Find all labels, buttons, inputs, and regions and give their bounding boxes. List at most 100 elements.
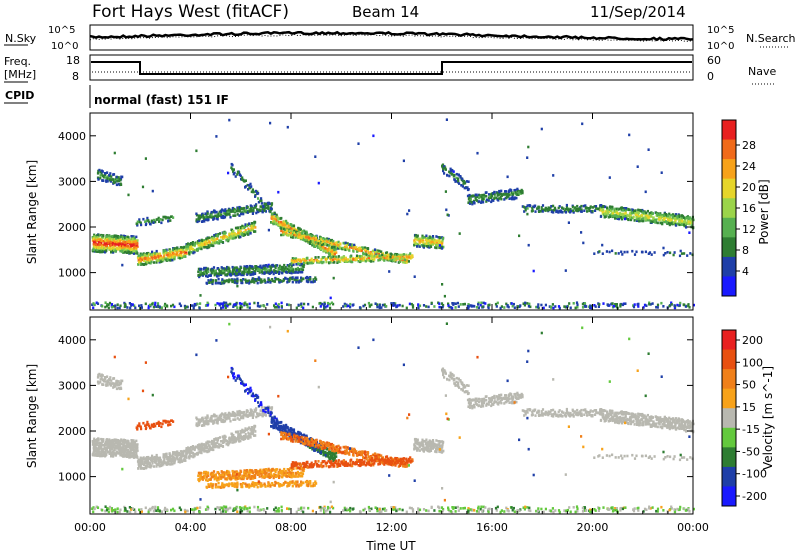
power-cell xyxy=(438,244,441,247)
power-cell xyxy=(611,249,614,253)
power-cell xyxy=(342,255,346,259)
power-cell xyxy=(264,210,267,213)
power-cell xyxy=(106,171,109,174)
power-cell xyxy=(231,228,234,232)
power-cell xyxy=(570,209,573,213)
power-cell xyxy=(295,228,298,232)
power-cell xyxy=(238,173,241,176)
power-cell xyxy=(274,269,277,273)
power-cell xyxy=(565,305,569,308)
power-cell xyxy=(327,255,330,259)
power-cell xyxy=(240,273,243,277)
power-cell xyxy=(276,215,279,219)
velocity-cell xyxy=(92,446,95,450)
power-cell xyxy=(360,255,363,258)
power-cell xyxy=(225,235,228,239)
power-cell xyxy=(207,279,210,282)
power-cell xyxy=(298,262,301,266)
power-cell xyxy=(331,245,334,248)
power-cell xyxy=(229,215,232,219)
power-cell xyxy=(94,235,98,238)
power-cell xyxy=(274,221,277,224)
power-cell xyxy=(470,200,473,204)
power-cell xyxy=(465,180,468,183)
power-cell xyxy=(684,224,687,228)
power-cell xyxy=(262,271,265,274)
power-cell xyxy=(280,265,283,269)
power-cell xyxy=(137,259,140,262)
power-cell xyxy=(666,218,670,222)
velocity-cell xyxy=(141,467,144,470)
power-cell xyxy=(635,219,639,222)
power-cell xyxy=(322,304,326,308)
power-cell xyxy=(594,209,597,212)
velocity-cell xyxy=(104,442,107,446)
power-cell xyxy=(305,235,308,239)
power-cell xyxy=(692,303,695,307)
power-cell xyxy=(305,259,308,262)
power-cell xyxy=(609,215,612,218)
power-cell xyxy=(293,233,296,236)
power-cell xyxy=(291,276,294,279)
power-cell xyxy=(212,268,215,272)
power-cell xyxy=(244,231,247,234)
power-cell xyxy=(97,243,100,246)
velocity-cell xyxy=(124,439,127,442)
power-cell xyxy=(594,205,598,208)
velocity-cell xyxy=(149,426,152,430)
power-cell xyxy=(303,263,306,266)
power-cell xyxy=(287,234,290,237)
power-cell xyxy=(624,210,627,213)
velocity-cell xyxy=(114,441,117,444)
power-cell xyxy=(300,302,303,306)
power-cell xyxy=(349,246,352,249)
power-cell xyxy=(603,215,606,219)
power-cell xyxy=(101,304,104,308)
power-cell xyxy=(148,253,151,256)
velocity-cell xyxy=(159,460,162,464)
velocity-cell xyxy=(150,423,153,427)
power-cell xyxy=(461,185,464,188)
power-cell xyxy=(500,192,503,196)
velocity-cell xyxy=(92,444,95,447)
power-cell xyxy=(139,254,142,257)
power-cell xyxy=(411,304,415,307)
power-cell xyxy=(252,271,255,274)
velocity-cell xyxy=(145,426,148,429)
power-cell xyxy=(572,211,575,214)
power-cell xyxy=(185,252,188,255)
power-cell xyxy=(288,229,291,233)
power-cell xyxy=(362,304,365,308)
power-cell xyxy=(246,224,249,228)
power-cell xyxy=(300,236,303,240)
power-cell xyxy=(248,270,251,273)
power-cell xyxy=(614,217,617,220)
power-cell xyxy=(604,205,607,209)
power-cell xyxy=(101,235,104,238)
power-cell xyxy=(173,247,176,251)
power-cell xyxy=(123,243,126,247)
power-cell xyxy=(491,198,494,202)
power-cell xyxy=(230,278,233,282)
power-cell xyxy=(646,209,649,213)
power-cell xyxy=(101,170,104,173)
power-cell xyxy=(364,246,367,249)
power-cell xyxy=(325,257,329,261)
velocity-cell xyxy=(158,424,161,427)
power-cell xyxy=(405,261,409,264)
power-cell xyxy=(344,304,347,308)
power-cell xyxy=(663,214,666,217)
power-cell xyxy=(94,246,97,249)
power-cell xyxy=(395,305,398,309)
power-cell xyxy=(123,248,126,251)
y-tick-label: 1000 xyxy=(58,267,86,280)
power-cell xyxy=(271,216,274,219)
power-cell xyxy=(260,281,263,284)
power-cell xyxy=(276,217,280,221)
velocity-cell xyxy=(183,457,186,461)
power-cell xyxy=(263,209,266,212)
power-cell xyxy=(290,265,293,268)
power-cell xyxy=(372,134,375,138)
power-cell xyxy=(457,177,460,180)
power-cell xyxy=(652,217,655,220)
